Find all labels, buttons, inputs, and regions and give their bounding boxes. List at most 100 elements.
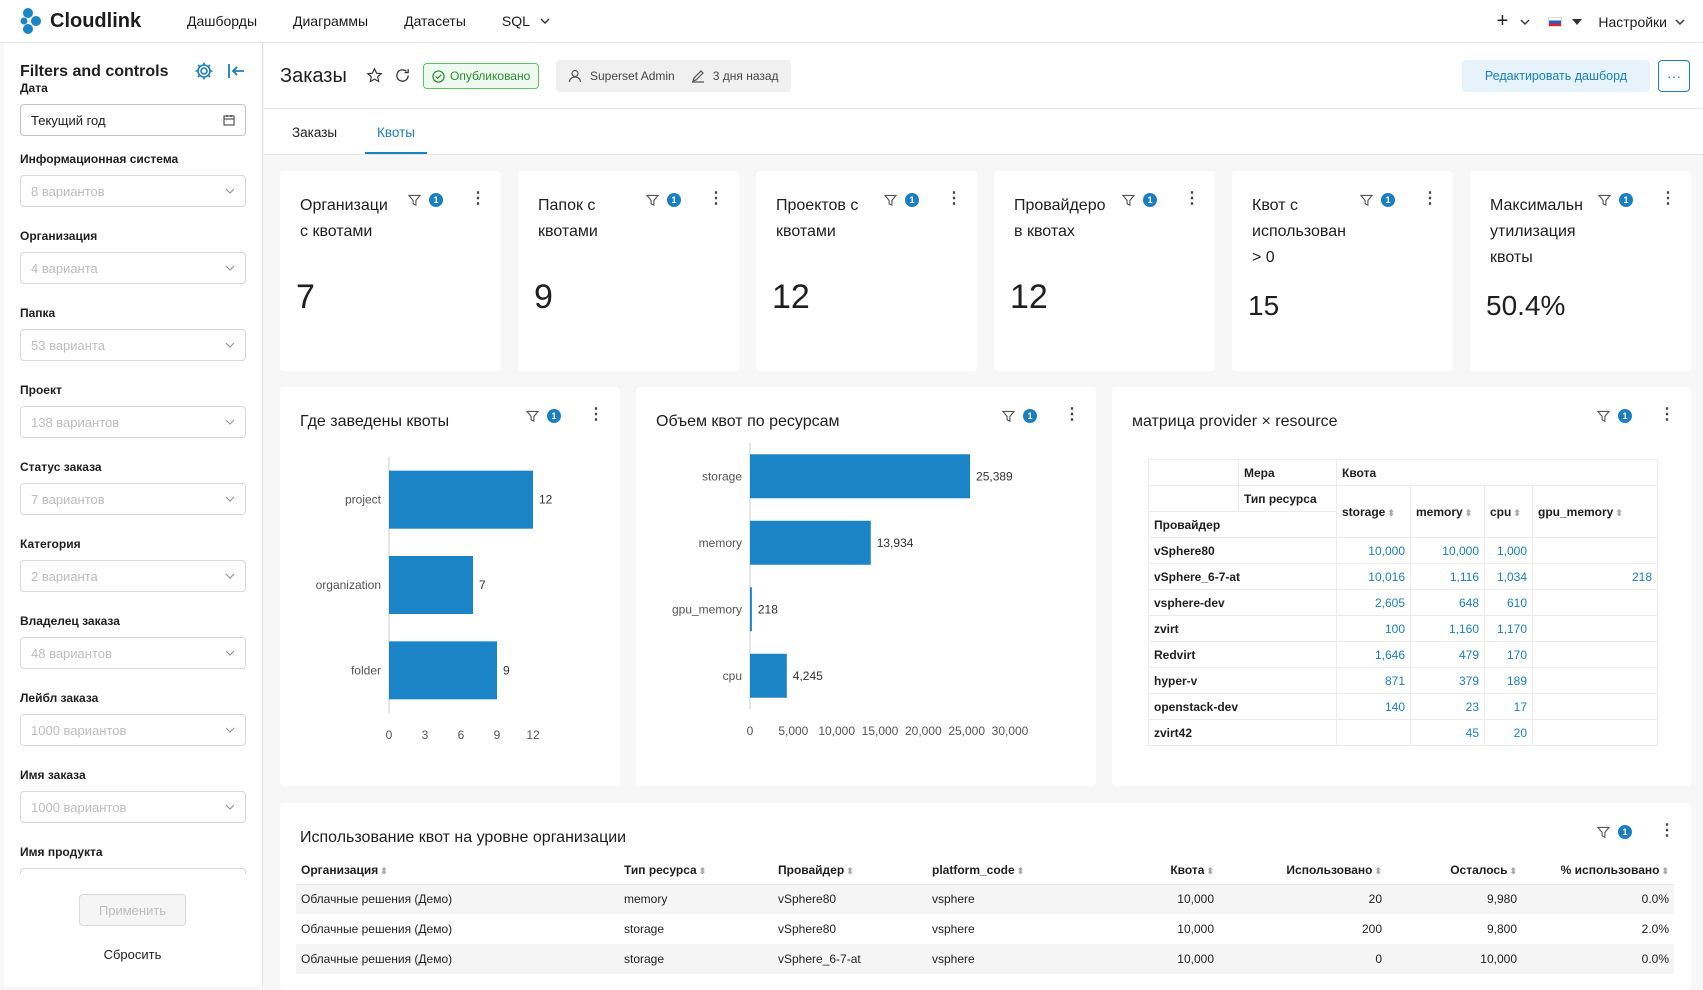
table-row: Облачные решения (Демо) storage vSphere80 v…	[296, 914, 1674, 944]
chart-card-quota-volume: Объем квот по ресурсам 1 ⋮ storage 25,389…	[636, 387, 1096, 786]
order-name-select[interactable]: 1000 вариантов	[20, 791, 246, 823]
folder-select[interactable]: 53 варианта	[20, 329, 246, 361]
order-status-select[interactable]: 7 вариантов	[20, 483, 246, 515]
gear-icon[interactable]	[194, 61, 214, 81]
pivot-row: zvirt42 45 20	[1148, 719, 1658, 746]
nav-sql[interactable]: SQL	[502, 13, 550, 29]
card-menu-icon[interactable]: ⋮	[1659, 822, 1675, 839]
published-badge[interactable]: Опубликовано	[423, 63, 540, 89]
card-menu-icon[interactable]: ⋮	[946, 190, 962, 207]
order-label-select[interactable]: 1000 вариантов	[20, 714, 246, 746]
settings-menu[interactable]: Настройки	[1598, 14, 1685, 30]
column-header[interactable]: platform_code ⬍	[927, 856, 1097, 885]
bar[interactable]	[389, 556, 473, 614]
pivot-cell: 100	[1336, 615, 1411, 642]
info-system-select[interactable]: 8 вариантов	[20, 175, 246, 207]
chevron-down-icon	[225, 188, 235, 194]
bar[interactable]	[389, 641, 497, 700]
table-cell: 0.0%	[1522, 884, 1674, 914]
card-menu-icon[interactable]: ⋮	[1064, 406, 1080, 423]
card-menu-icon[interactable]: ⋮	[1660, 190, 1676, 207]
column-header[interactable]: Квота ⬍	[1097, 856, 1219, 885]
card-filter-indicator[interactable]: 1	[1122, 193, 1157, 207]
card-filter-indicator[interactable]: 1	[884, 193, 919, 207]
more-options-button[interactable]: ···	[1658, 60, 1690, 92]
kpi-title-line: Провайдеро	[1014, 197, 1106, 214]
card-filter-indicator[interactable]: 1	[1597, 825, 1632, 839]
x-tick-label: 0	[747, 724, 754, 738]
x-tick-label: 15,000	[862, 724, 899, 738]
logo[interactable]: Cloudlink	[20, 7, 165, 35]
product-name-select[interactable]	[20, 868, 246, 874]
x-tick-label: 9	[494, 728, 501, 742]
collapse-sidebar-icon[interactable]	[226, 61, 246, 81]
order-owner-select[interactable]: 48 вариантов	[20, 637, 246, 669]
bar[interactable]	[750, 520, 871, 565]
nav-charts[interactable]: Диаграммы	[293, 13, 369, 29]
table-cell: Облачные решения (Демо)	[296, 944, 619, 974]
reset-filters-button[interactable]: Сбросить	[103, 947, 162, 962]
pivot-col-header[interactable]: cpu ⬍	[1484, 485, 1533, 538]
pivot-col-header[interactable]: memory ⬍	[1410, 485, 1485, 538]
bar[interactable]	[389, 470, 533, 529]
project-select[interactable]: 138 вариантов	[20, 406, 246, 438]
card-filter-indicator[interactable]: 1	[1598, 193, 1633, 207]
card-filter-indicator[interactable]: 1	[1002, 409, 1037, 423]
table-cell: 10,000	[1097, 944, 1219, 974]
refresh-icon[interactable]	[394, 67, 411, 84]
sort-icon: ⬍	[1513, 507, 1521, 518]
column-header[interactable]: Осталось ⬍	[1387, 856, 1522, 885]
column-header[interactable]: % использовано ⬍	[1522, 856, 1674, 885]
card-menu-icon[interactable]: ⋮	[1659, 406, 1675, 423]
pivot-cell	[1336, 719, 1411, 746]
pivot-cell: 1,160	[1410, 615, 1485, 642]
bar[interactable]	[750, 454, 971, 499]
edit-dashboard-button[interactable]: Редактировать дашборд	[1462, 60, 1650, 92]
pivot-cell: 379	[1410, 667, 1485, 694]
star-icon[interactable]	[366, 67, 383, 84]
date-filter-input[interactable]: Текущий год	[20, 104, 246, 136]
card-filter-indicator[interactable]: 1	[646, 193, 681, 207]
org-usage-table: Организация ⬍ Тип ресурса ⬍ Провайдер ⬍ platfo…	[296, 856, 1674, 974]
new-menu-button[interactable]: +	[1497, 10, 1531, 33]
apply-filters-button[interactable]: Применить	[79, 894, 186, 926]
filter-label: Проект	[20, 383, 62, 397]
organization-select[interactable]: 4 варианта	[20, 252, 246, 284]
pivot-col-header[interactable]: gpu_memory ⬍	[1532, 485, 1658, 538]
card-menu-icon[interactable]: ⋮	[708, 190, 724, 207]
language-picker[interactable]	[1548, 16, 1583, 27]
card-filter-indicator[interactable]: 1	[408, 193, 443, 207]
card-filter-indicator[interactable]: 1	[1597, 409, 1632, 423]
card-menu-icon[interactable]: ⋮	[1184, 190, 1200, 207]
card-menu-icon[interactable]: ⋮	[588, 406, 604, 423]
pivot-cell: 17	[1484, 693, 1533, 720]
dashboard-title[interactable]: Заказы	[280, 65, 347, 87]
pivot-type-label: Тип ресурса	[1238, 485, 1337, 512]
card-filter-indicator[interactable]: 1	[526, 409, 561, 423]
column-header[interactable]: Использовано ⬍	[1219, 856, 1387, 885]
top-navbar: Cloudlink Дашборды Диаграммы Датасеты SQ…	[0, 0, 1703, 43]
column-header[interactable]: Тип ресурса ⬍	[619, 856, 773, 885]
filter-order-name: Имя заказа 1000 вариантов	[20, 768, 246, 823]
data-label: 218	[758, 602, 778, 616]
table-cell: vsphere	[927, 944, 1097, 974]
bar[interactable]	[750, 587, 752, 632]
filter-icon	[884, 194, 897, 206]
card-filter-indicator[interactable]: 1	[1360, 193, 1395, 207]
column-header[interactable]: Провайдер ⬍	[773, 856, 927, 885]
tab-orders[interactable]: Заказы	[292, 125, 338, 140]
nav-dashboards[interactable]: Дашборды	[187, 13, 257, 29]
bar[interactable]	[750, 653, 787, 698]
tab-quotas[interactable]: Квоты	[377, 125, 415, 140]
pivot-col-header[interactable]: storage ⬍	[1336, 485, 1411, 538]
kpi-title-line: Проектов с	[776, 197, 859, 214]
nav-sql-label: SQL	[501, 13, 530, 29]
filter-count-badge: 1	[1143, 193, 1157, 207]
card-menu-icon[interactable]: ⋮	[1422, 190, 1438, 207]
nav-datasets[interactable]: Датасеты	[404, 13, 466, 29]
column-header[interactable]: Организация ⬍	[296, 856, 619, 885]
column-name: Осталось	[1450, 862, 1508, 877]
x-tick-label: 25,000	[948, 724, 985, 738]
card-menu-icon[interactable]: ⋮	[470, 190, 486, 207]
category-select[interactable]: 2 варианта	[20, 560, 246, 592]
